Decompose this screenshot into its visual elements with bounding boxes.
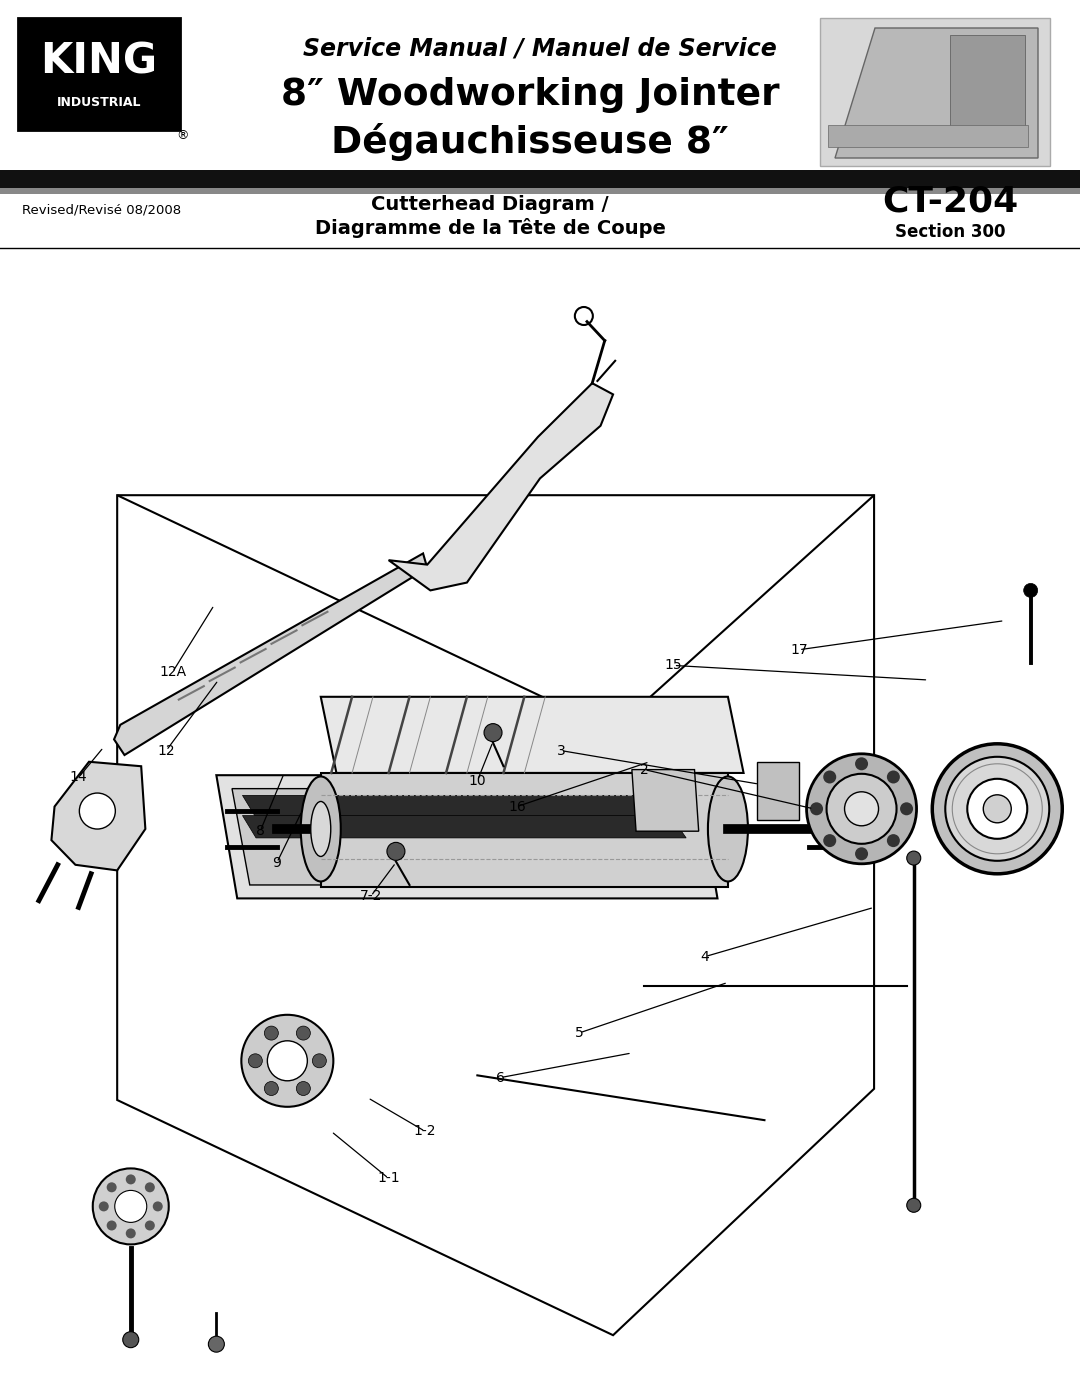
Polygon shape xyxy=(52,761,146,870)
Text: 9: 9 xyxy=(272,855,282,869)
Text: Service Manual / Manuel de Service: Service Manual / Manuel de Service xyxy=(303,36,777,60)
Text: 5: 5 xyxy=(576,1025,584,1039)
Text: 14: 14 xyxy=(70,770,87,785)
Text: 10: 10 xyxy=(469,774,486,788)
Text: 16: 16 xyxy=(509,799,526,813)
Text: ®: ® xyxy=(177,130,189,142)
Ellipse shape xyxy=(300,777,341,882)
Polygon shape xyxy=(321,697,743,773)
Circle shape xyxy=(93,1168,168,1245)
Circle shape xyxy=(810,802,823,816)
Polygon shape xyxy=(242,816,686,838)
Circle shape xyxy=(907,851,921,865)
Text: Dégauchisseuse 8″: Dégauchisseuse 8″ xyxy=(332,123,729,161)
Bar xyxy=(820,18,1050,166)
Text: Revised/Revisé 08/2008: Revised/Revisé 08/2008 xyxy=(22,204,181,217)
Text: 8: 8 xyxy=(256,824,265,838)
Polygon shape xyxy=(835,28,1038,158)
Polygon shape xyxy=(216,775,717,898)
Circle shape xyxy=(123,1331,138,1348)
Circle shape xyxy=(268,1041,308,1081)
Text: 1-2: 1-2 xyxy=(414,1125,436,1139)
Circle shape xyxy=(114,1190,147,1222)
Circle shape xyxy=(807,754,917,863)
Text: 2: 2 xyxy=(640,763,649,777)
Circle shape xyxy=(484,724,502,742)
Text: CT-204: CT-204 xyxy=(882,184,1018,219)
Polygon shape xyxy=(114,553,428,754)
Circle shape xyxy=(932,743,1063,873)
Circle shape xyxy=(823,834,836,847)
Circle shape xyxy=(312,1053,326,1067)
Text: Section 300: Section 300 xyxy=(894,224,1005,242)
Circle shape xyxy=(387,842,405,861)
Text: 6: 6 xyxy=(496,1070,504,1084)
Circle shape xyxy=(983,795,1011,823)
Text: 3: 3 xyxy=(556,743,565,757)
Circle shape xyxy=(265,1081,279,1095)
Bar xyxy=(18,18,180,130)
Circle shape xyxy=(241,1014,334,1106)
Circle shape xyxy=(125,1228,136,1238)
Bar xyxy=(0,189,1080,194)
Text: 1-1: 1-1 xyxy=(377,1172,400,1186)
Circle shape xyxy=(823,771,836,784)
Circle shape xyxy=(152,1201,163,1211)
Circle shape xyxy=(826,774,896,844)
Text: 8″ Woodworking Jointer: 8″ Woodworking Jointer xyxy=(281,77,780,113)
Polygon shape xyxy=(118,495,874,1336)
Circle shape xyxy=(845,792,878,826)
Circle shape xyxy=(968,778,1027,838)
Circle shape xyxy=(107,1182,117,1192)
Polygon shape xyxy=(321,773,728,887)
Circle shape xyxy=(79,793,116,828)
Circle shape xyxy=(855,757,868,770)
Text: Diagramme de la Tête de Coupe: Diagramme de la Tête de Coupe xyxy=(314,218,665,237)
Circle shape xyxy=(208,1336,225,1352)
Text: KING: KING xyxy=(40,41,158,82)
Polygon shape xyxy=(389,383,613,591)
Bar xyxy=(0,170,1080,189)
Ellipse shape xyxy=(311,802,330,856)
Circle shape xyxy=(248,1053,262,1067)
Circle shape xyxy=(855,848,868,861)
Circle shape xyxy=(296,1081,310,1095)
Circle shape xyxy=(107,1221,117,1231)
Circle shape xyxy=(900,802,913,816)
Bar xyxy=(828,124,1028,147)
Text: 4: 4 xyxy=(701,950,710,964)
Polygon shape xyxy=(232,789,703,884)
Circle shape xyxy=(1024,584,1038,598)
Text: 7-2: 7-2 xyxy=(360,888,382,902)
Text: INDUSTRIAL: INDUSTRIAL xyxy=(57,95,141,109)
Text: 12: 12 xyxy=(158,743,175,757)
Text: Cutterhead Diagram /: Cutterhead Diagram / xyxy=(372,196,609,215)
Circle shape xyxy=(265,1025,279,1041)
Text: 17: 17 xyxy=(791,643,808,657)
Polygon shape xyxy=(757,761,799,820)
Circle shape xyxy=(945,757,1050,861)
Circle shape xyxy=(907,1199,921,1213)
Circle shape xyxy=(887,834,900,847)
Ellipse shape xyxy=(707,777,748,882)
Circle shape xyxy=(125,1175,136,1185)
Circle shape xyxy=(145,1182,154,1192)
Bar xyxy=(950,35,1025,136)
Polygon shape xyxy=(242,795,686,817)
Circle shape xyxy=(145,1221,154,1231)
Circle shape xyxy=(887,771,900,784)
Text: 12A: 12A xyxy=(159,665,186,679)
Text: 15: 15 xyxy=(665,658,683,672)
Polygon shape xyxy=(632,770,699,831)
Circle shape xyxy=(98,1201,109,1211)
Circle shape xyxy=(296,1025,310,1041)
